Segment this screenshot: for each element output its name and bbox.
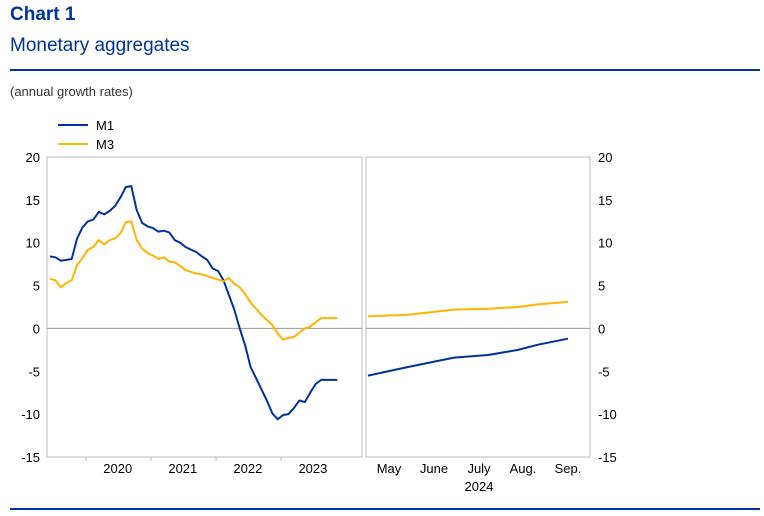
y-tick-label-left: 0 — [33, 321, 40, 336]
x-tick-label-year: 2020 — [103, 461, 132, 476]
series-line-m1-projection — [367, 337, 569, 377]
y-tick-label-left: 20 — [26, 150, 40, 165]
x-axis-year-label: 2024 — [465, 479, 494, 494]
y-tick-label-right: 20 — [598, 150, 612, 165]
legend-label-m1: M1 — [96, 118, 114, 133]
historical-panel-frame — [46, 156, 363, 458]
y-tick-label-right: 10 — [598, 236, 612, 251]
x-tick-label-year: 2023 — [298, 461, 327, 476]
x-tick-label-year: 2022 — [233, 461, 262, 476]
y-tick-label-right: -10 — [598, 407, 617, 422]
y-tick-label-right: 15 — [598, 193, 612, 208]
x-tick-label-month: July — [467, 461, 491, 476]
top-rule — [10, 69, 760, 71]
series-line-m1-historical — [49, 185, 338, 421]
x-tick-label-month: Aug. — [510, 461, 537, 476]
y-tick-label-right: 0 — [598, 321, 605, 336]
chart-title: Monetary aggregates — [10, 35, 190, 56]
projection-panel-frame — [365, 156, 591, 458]
x-tick-label-month: May — [377, 461, 402, 476]
y-tick-label-left: 10 — [26, 236, 40, 251]
series-line-m3-projection — [367, 300, 569, 318]
bottom-rule — [10, 508, 760, 510]
x-tick-label-year: 2021 — [168, 461, 197, 476]
y-tick-label-left: 15 — [26, 193, 40, 208]
y-tick-label-right: 5 — [598, 279, 605, 294]
y-tick-label-left: -5 — [28, 364, 40, 379]
series-line-m3-historical — [49, 220, 338, 341]
chart-subtitle: (annual growth rates) — [10, 84, 133, 99]
y-tick-label-left: -15 — [21, 450, 40, 465]
y-tick-label-left: -10 — [21, 407, 40, 422]
legend-label-m3: M3 — [96, 137, 114, 152]
x-tick-label-month: June — [420, 461, 448, 476]
y-tick-label-left: 5 — [33, 279, 40, 294]
y-tick-label-right: -5 — [598, 364, 610, 379]
x-tick-label-month: Sep. — [555, 461, 582, 476]
y-tick-label-right: -15 — [598, 450, 617, 465]
chart-number: Chart 1 — [10, 4, 76, 25]
